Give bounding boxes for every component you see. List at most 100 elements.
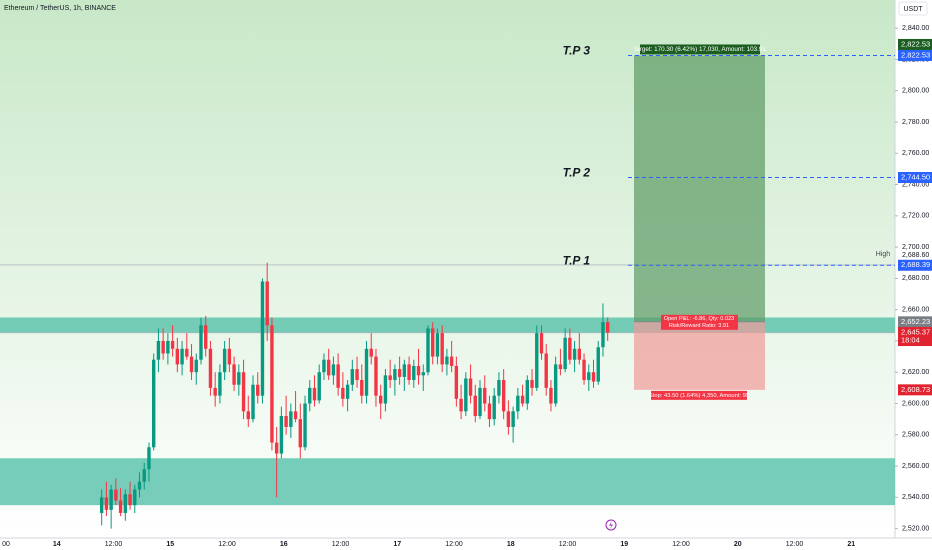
candle-body [440,333,444,365]
last-price-bg [898,327,932,347]
candle-body [260,281,265,396]
candle-body [246,411,250,420]
candle-body [166,340,170,354]
candle-body [256,384,260,396]
candle-body [345,384,350,399]
candle-body [449,356,454,366]
candle-body [587,372,591,381]
candle-body [161,340,165,354]
x-tick-label: 14 [53,541,61,548]
candle-body [483,387,487,404]
y-tick-label: 2,540.00 [902,494,929,501]
candle-body [544,353,548,388]
candle-body [407,364,411,381]
candle-body [501,380,506,412]
x-tick-label: 21 [847,541,855,548]
target-price-bg [898,38,932,50]
candle-body [535,333,539,388]
entry-price-bg [898,316,932,328]
candle-body [601,322,605,348]
candle-body [530,380,534,388]
y-tick-label: 2,560.00 [902,463,929,470]
x-tick-label: 12:00 [218,541,236,548]
candle-body [487,403,492,420]
target-tag: Target: 170.30 (6.42%) 17,030, Amount: 1… [633,46,766,53]
x-tick-label: 19 [620,541,628,548]
candle-body [312,387,317,401]
candle-body [237,372,241,385]
candle-body [516,395,520,412]
candle-body [284,416,288,427]
candle-body [289,411,293,427]
tp-price: 2,822.53 [901,50,930,59]
candle-body [492,395,496,420]
candle-body [128,494,132,506]
tp-price-bg [898,259,932,271]
price-axis [895,0,932,550]
high-name: High [876,251,891,258]
candle-body [539,333,544,354]
y-tick-label: 2,580.00 [902,432,929,439]
candle-body [142,469,146,482]
candle-body [402,364,407,377]
candle-body [431,328,435,357]
last-price: 2,645.37 [901,328,930,337]
currency-box [898,1,928,16]
stop-price: 2,608.73 [901,385,930,394]
candle-body [251,384,255,420]
candle-body [421,372,425,376]
candle-body [293,411,298,420]
candle-body [558,364,563,370]
candle-body [118,500,123,513]
entry-price: 2,652.23 [901,317,930,326]
candle-body [133,489,137,506]
x-tick-label: 20 [734,541,742,548]
candle-body [232,364,236,385]
tp-price: 2,688.39 [901,260,930,269]
candle-body [454,365,459,399]
pnl-tag: Open P&L: -6.86, Qty: 0.023 [664,316,735,322]
high-price: 2,688.60 [902,252,929,259]
candle-body [175,348,180,365]
candle-body [194,359,198,373]
candle-body [180,348,184,365]
candle-body [298,419,303,448]
stop-tag: Stop: 43.50 (1.64%) 4,350, Amount: 99 [649,393,749,399]
y-tick-label: 2,740.00 [902,181,929,188]
candle-body [563,337,567,370]
candle-body [473,395,477,417]
candle-body [341,387,345,399]
candle-body [582,359,586,381]
candle-body [412,365,416,381]
candle-body [355,369,359,381]
candle-body [497,380,501,396]
stop-tag-bg [651,390,747,400]
candle-body [336,364,340,388]
candle-body [374,356,378,396]
candle-body [520,395,525,404]
candle-body [331,364,336,376]
x-tick-label: 12:00 [445,541,463,548]
candle-body [151,359,156,448]
candle-body [104,497,109,510]
x-tick-label: 12:00 [332,541,350,548]
y-tick-label: 2,520.00 [902,525,929,532]
candle-body [222,348,227,373]
stop-price-bg [898,384,932,396]
candle-body [445,356,449,365]
candle-body [464,378,468,412]
tp-price-bg [898,172,932,184]
x-tick-label: 12:00 [786,541,804,548]
x-tick-label: 15 [166,541,174,548]
candle-body [378,395,383,404]
candle-body [435,333,440,357]
y-tick-label: 2,760.00 [902,150,929,157]
candle-body [478,387,482,417]
tp-label: T.P 1 [563,253,591,267]
candle-body [270,325,274,443]
candle-body [393,369,397,381]
rr-tag: Risk/Reward Ratio: 3.91 [669,323,729,329]
x-tick-label: 12:00 [672,541,690,548]
